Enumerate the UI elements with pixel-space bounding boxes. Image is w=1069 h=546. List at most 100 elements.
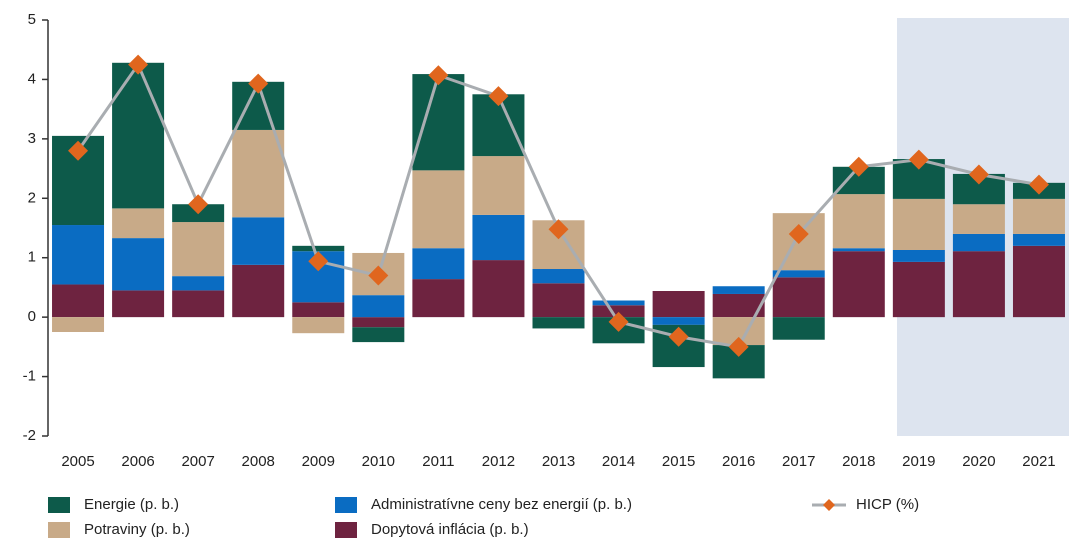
bar-segment — [232, 217, 285, 265]
bar-segment — [232, 264, 285, 318]
bar-segment — [952, 251, 1005, 318]
marker — [308, 251, 329, 272]
x-tick-label: 2008 — [242, 453, 275, 470]
bar-segment — [112, 208, 165, 239]
bar-segment — [832, 194, 885, 249]
y-tick-label: 0 — [28, 308, 36, 325]
bar-segment — [772, 270, 825, 278]
bar-segment — [712, 286, 765, 294]
bar-segment — [472, 260, 525, 318]
x-tick-label: 2018 — [842, 453, 875, 470]
x-tick-label: 2019 — [902, 453, 935, 470]
x-tick-label: 2016 — [722, 453, 755, 470]
bar-segment — [112, 290, 165, 318]
y-tick-label: 1 — [28, 249, 36, 266]
y-tick-label: 3 — [28, 130, 36, 147]
bar-segment — [892, 261, 945, 318]
bar-segment — [832, 248, 885, 252]
x-tick-label: 2017 — [782, 453, 815, 470]
bar-segment — [1012, 245, 1065, 318]
bar-segment — [472, 214, 525, 261]
y-tick-label: 2 — [28, 189, 36, 206]
y-tick-label: 4 — [28, 70, 36, 87]
legend-swatch — [335, 497, 357, 513]
marker — [608, 311, 629, 332]
marker — [188, 194, 209, 215]
bar-segment — [832, 251, 885, 318]
x-tick-label: 2005 — [61, 453, 94, 470]
marker — [968, 164, 989, 185]
legend-label: Administratívne ceny bez energií (p. b.) — [371, 496, 632, 513]
x-tick-label: 2013 — [542, 453, 575, 470]
bar-segment — [412, 170, 465, 249]
legend-swatch — [335, 522, 357, 538]
marker — [908, 149, 929, 170]
bar-segment — [592, 305, 645, 318]
legend-marker — [823, 499, 835, 511]
marker — [488, 86, 509, 107]
bar-segment — [172, 222, 225, 277]
bar-segment — [352, 317, 405, 328]
bar-segment — [532, 269, 585, 284]
bar-segment — [172, 276, 225, 291]
bar-segment — [352, 295, 405, 318]
x-tick-label: 2021 — [1022, 453, 1055, 470]
bar-segment — [412, 279, 465, 318]
legend-label: HICP (%) — [856, 496, 919, 513]
bar-segment — [292, 302, 345, 318]
marker — [68, 140, 89, 161]
legend-label: Potraviny (p. b.) — [84, 521, 190, 538]
bar-segment — [712, 293, 765, 318]
bar-segment — [532, 283, 585, 318]
bar-segment — [652, 317, 705, 325]
legend-label: Energie (p. b.) — [84, 496, 179, 513]
bar-segment — [112, 62, 165, 209]
x-tick-label: 2014 — [602, 453, 635, 470]
marker — [428, 65, 449, 86]
marker — [248, 73, 269, 94]
x-tick-label: 2007 — [181, 453, 214, 470]
bar-segment — [892, 198, 945, 250]
marker — [788, 223, 809, 244]
bar-segment — [292, 245, 345, 252]
x-tick-label: 2020 — [962, 453, 995, 470]
bar-segment — [232, 129, 285, 218]
bar-segment — [652, 290, 705, 318]
y-tick-label: -2 — [23, 427, 36, 444]
marker — [668, 326, 689, 347]
y-tick-label: -1 — [23, 368, 36, 385]
bar-segment — [1012, 198, 1065, 234]
marker — [848, 156, 869, 177]
bar-segment — [772, 277, 825, 318]
marker — [728, 336, 749, 357]
bar-segment — [1012, 233, 1065, 246]
bar-segment — [52, 284, 105, 318]
y-tick-label: 5 — [28, 11, 36, 28]
marker — [1028, 174, 1049, 195]
bar-segment — [472, 156, 525, 215]
bar-segment — [592, 300, 645, 306]
bar-segment — [412, 248, 465, 280]
legend-label: Dopytová inflácia (p. b.) — [371, 521, 529, 538]
legend-swatch — [48, 522, 70, 538]
bar-segment — [772, 317, 825, 340]
x-tick-label: 2012 — [482, 453, 515, 470]
marker — [548, 219, 569, 240]
x-tick-label: 2006 — [121, 453, 154, 470]
marker — [368, 265, 389, 286]
bar-segment — [412, 74, 465, 171]
legend-swatch — [48, 497, 70, 513]
bar-segment — [352, 327, 405, 343]
bar-segment — [952, 233, 1005, 252]
bar-segment — [532, 317, 585, 329]
bar-segment — [112, 238, 165, 291]
bar-segment — [892, 249, 945, 262]
x-tick-label: 2015 — [662, 453, 695, 470]
x-tick-label: 2010 — [362, 453, 395, 470]
x-tick-label: 2011 — [422, 453, 454, 470]
bar-segment — [952, 204, 1005, 234]
bar-segment — [52, 317, 105, 332]
bar-segment — [292, 317, 345, 334]
bar-segment — [52, 225, 105, 285]
